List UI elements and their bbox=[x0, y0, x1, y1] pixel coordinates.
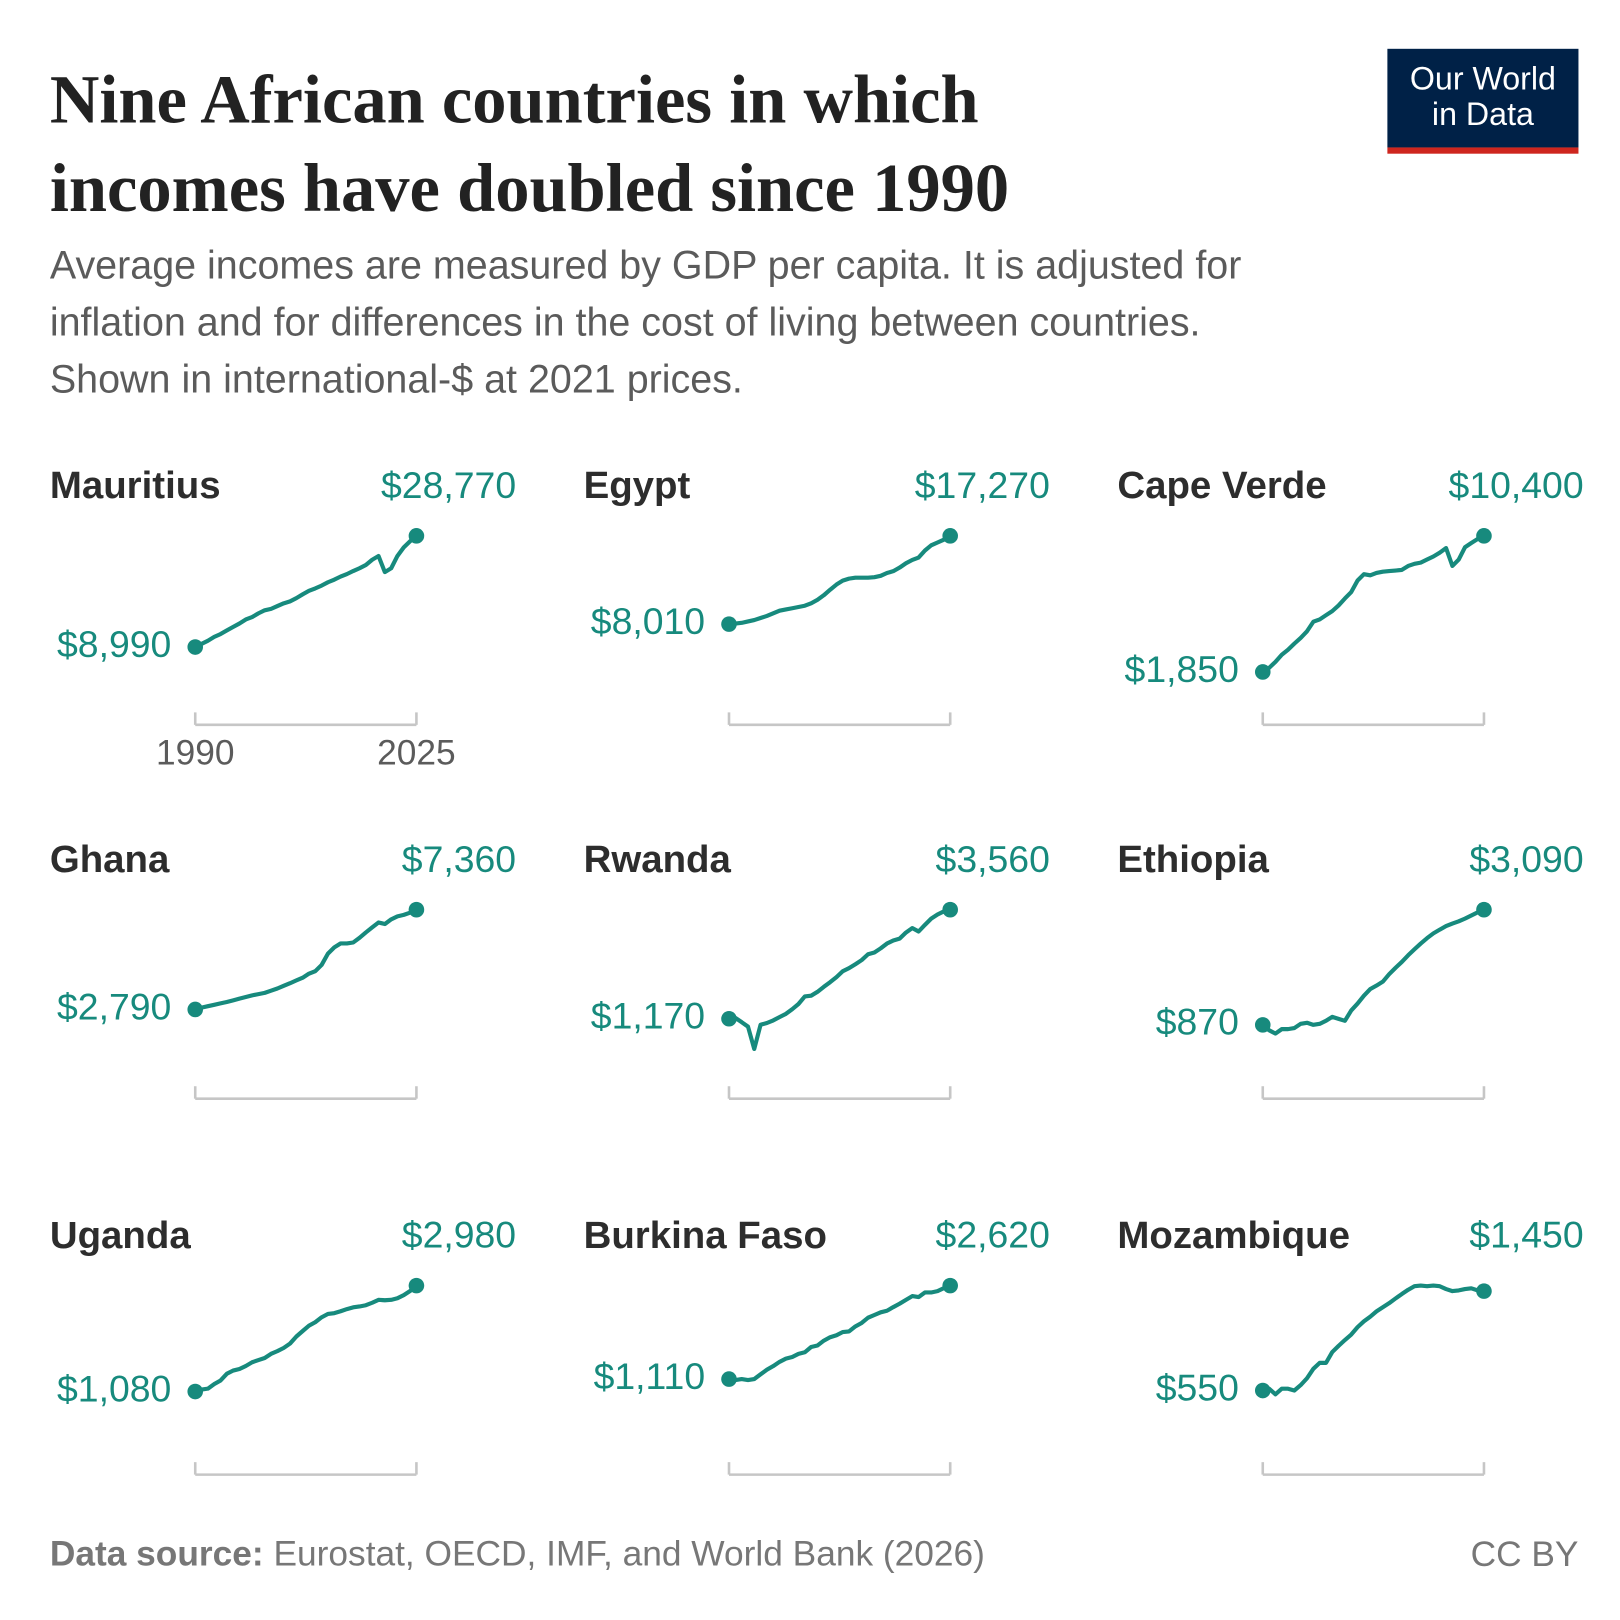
end-point bbox=[1476, 528, 1492, 544]
end-point bbox=[721, 1010, 737, 1027]
logo-text: Our World bbox=[1410, 61, 1556, 97]
end-point bbox=[408, 528, 425, 544]
logo-bar bbox=[1387, 147, 1579, 154]
subtitle-line: Shown in international-$ at 2021 prices. bbox=[50, 358, 743, 402]
value-label: $8,990 bbox=[57, 623, 171, 665]
end-point bbox=[942, 901, 958, 918]
end-point bbox=[1476, 1283, 1492, 1299]
end-point bbox=[942, 528, 958, 544]
value-label: $1,850 bbox=[1125, 648, 1239, 690]
end-point bbox=[187, 1383, 204, 1400]
series-line bbox=[194, 534, 418, 649]
value-label: $2,790 bbox=[57, 985, 171, 1027]
end-point bbox=[721, 616, 737, 632]
panel-title: Ghana bbox=[50, 838, 170, 881]
panel-title: Rwanda bbox=[584, 838, 732, 881]
source: Data source: Eurostat, OECD, IMF, and Wo… bbox=[50, 1535, 985, 1574]
end-point bbox=[1254, 1382, 1271, 1399]
series-line bbox=[1262, 1283, 1485, 1397]
end-point bbox=[1254, 1017, 1271, 1033]
subtitle-line: Average incomes are measured by GDP per … bbox=[50, 243, 1242, 287]
value-label: $870 bbox=[1156, 1001, 1239, 1043]
value-label: $1,450 bbox=[1469, 1214, 1583, 1256]
series-line bbox=[1261, 907, 1485, 1036]
end-point bbox=[187, 1001, 204, 1018]
value-label: $3,090 bbox=[1469, 838, 1583, 880]
panel-title: Uganda bbox=[50, 1214, 191, 1257]
panel-title: Mauritius bbox=[50, 464, 221, 507]
value-label: $1,170 bbox=[591, 995, 705, 1037]
series-line bbox=[728, 534, 952, 627]
end-point bbox=[1476, 901, 1492, 918]
value-label: $28,770 bbox=[381, 464, 516, 506]
series-line bbox=[194, 1284, 418, 1394]
end-point bbox=[187, 639, 204, 655]
end-point bbox=[721, 1371, 737, 1387]
logo-text: in Data bbox=[1432, 96, 1534, 132]
panel-title: Egypt bbox=[584, 464, 691, 507]
license: CC BY bbox=[1471, 1535, 1579, 1574]
panel-title: Cape Verde bbox=[1117, 464, 1326, 507]
value-label: $10,400 bbox=[1449, 464, 1584, 506]
source-text: Eurostat, OECD, IMF, and World Bank (202… bbox=[273, 1535, 984, 1574]
value-label: $550 bbox=[1156, 1366, 1239, 1408]
value-label: $1,080 bbox=[57, 1367, 171, 1409]
value-label: $1,110 bbox=[594, 1355, 706, 1397]
end-point bbox=[942, 1277, 958, 1294]
value-label: $2,980 bbox=[402, 1214, 516, 1256]
value-label: $3,560 bbox=[936, 838, 1050, 880]
end-point bbox=[1254, 664, 1271, 680]
panel-title: Mozambique bbox=[1117, 1214, 1350, 1257]
end-point bbox=[408, 901, 425, 918]
title-line: incomes have doubled since 1990 bbox=[50, 150, 1009, 226]
value-label: $17,270 bbox=[915, 464, 1050, 506]
subtitle-line: inflation and for differences in the cos… bbox=[50, 300, 1201, 344]
x-tick-label: 2025 bbox=[377, 733, 456, 772]
value-label: $7,360 bbox=[402, 838, 516, 880]
logo: Our World in Data bbox=[1387, 48, 1579, 154]
panel-title: Burkina Faso bbox=[584, 1214, 827, 1257]
series-line bbox=[1261, 533, 1485, 674]
source-label: Data source: bbox=[50, 1535, 264, 1574]
series-line bbox=[728, 1283, 951, 1383]
logo-bg bbox=[1387, 48, 1579, 148]
series-line bbox=[194, 907, 418, 1012]
value-label: $2,620 bbox=[936, 1214, 1050, 1256]
x-tick-label: 1990 bbox=[156, 733, 235, 772]
value-label: $8,010 bbox=[591, 600, 705, 642]
panel-title: Ethiopia bbox=[1117, 838, 1269, 881]
series-line bbox=[728, 907, 951, 1052]
title-line: Nine African countries in which bbox=[50, 62, 979, 138]
end-point bbox=[408, 1277, 425, 1294]
